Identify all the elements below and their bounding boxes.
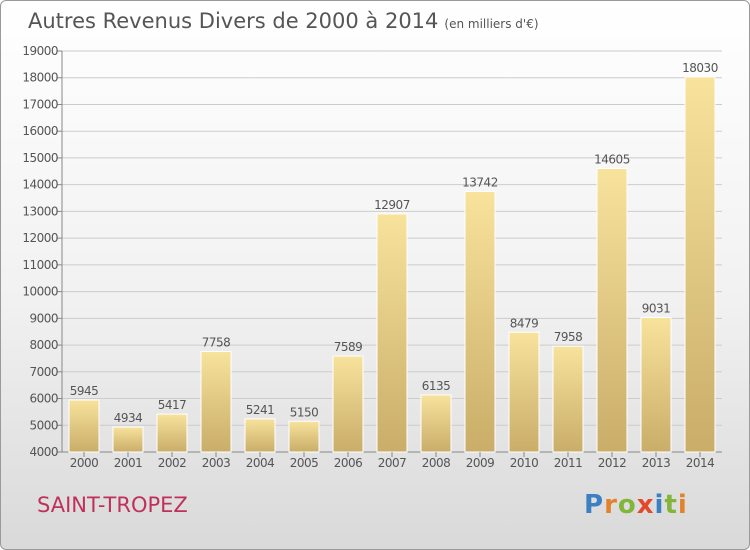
bar	[112, 426, 144, 453]
y-tick-label: 15000	[22, 151, 58, 165]
y-tick-label: 17000	[22, 97, 58, 111]
x-tick-label: 2011	[554, 456, 583, 470]
y-tick-label: 13000	[22, 204, 58, 218]
y-tick-label: 12000	[22, 231, 58, 245]
y-tick-label: 10000	[22, 285, 58, 299]
commune-name: SAINT-TROPEZ	[37, 493, 188, 517]
bar	[420, 394, 452, 453]
y-tick-label: 19000	[22, 44, 58, 58]
bar	[68, 399, 100, 453]
bar-value-label: 18030	[682, 61, 718, 75]
logo-letter: i	[654, 490, 665, 520]
y-tick-label: 7000	[29, 365, 58, 379]
x-tick-label: 2002	[158, 456, 187, 470]
bar	[332, 355, 364, 453]
y-tick-label: 6000	[29, 392, 58, 406]
logo-letter: P	[584, 490, 605, 520]
chart-title-unit: (en milliers d'€)	[444, 17, 539, 31]
proxiti-logo: Proxiti	[584, 490, 688, 520]
logo-letter: t	[664, 490, 678, 520]
bar	[684, 76, 716, 453]
x-tick-label: 2000	[70, 456, 99, 470]
bar-value-label: 5417	[158, 398, 187, 412]
logo-letter: x	[636, 490, 655, 520]
y-tick-label: 8000	[29, 338, 58, 352]
bar	[596, 167, 628, 453]
bar	[464, 191, 496, 453]
bar	[508, 331, 540, 453]
bar	[552, 345, 584, 453]
chart-title: Autres Revenus Divers de 2000 à 2014 (en …	[28, 9, 539, 33]
bar-value-label: 5945	[70, 384, 99, 398]
bar-value-label: 6135	[422, 379, 451, 393]
x-tick-label: 2013	[642, 456, 671, 470]
x-tick-label: 2008	[422, 456, 451, 470]
y-tick-label: 14000	[22, 178, 58, 192]
x-tick-label: 2009	[466, 456, 495, 470]
x-tick-label: 2003	[202, 456, 231, 470]
bar	[640, 317, 672, 453]
y-tick-label: 11000	[22, 258, 58, 272]
bar-value-label: 5241	[246, 403, 275, 417]
bar	[288, 420, 320, 453]
bar	[200, 351, 232, 453]
x-tick-label: 2007	[378, 456, 407, 470]
x-tick-label: 2004	[246, 456, 275, 470]
y-tick-label: 18000	[22, 71, 58, 85]
x-tick-label: 2006	[334, 456, 363, 470]
logo-letter: o	[617, 490, 637, 520]
logo-letter: i	[677, 490, 688, 520]
bar-value-label: 7958	[554, 330, 583, 344]
x-tick-label: 2012	[598, 456, 627, 470]
chart-title-main: Autres Revenus Divers de 2000 à 2014	[28, 9, 439, 33]
bar-value-label: 8479	[510, 316, 539, 330]
bar-value-label: 14605	[594, 152, 630, 166]
y-tick-label: 5000	[29, 418, 58, 432]
bar-value-label: 13742	[462, 176, 498, 190]
x-tick-label: 2014	[686, 456, 715, 470]
logo-letter: r	[604, 490, 618, 520]
x-tick-label: 2005	[290, 456, 319, 470]
bar-value-label: 7758	[202, 336, 231, 350]
y-tick-label: 16000	[22, 124, 58, 138]
x-tick-label: 2010	[510, 456, 539, 470]
bar-value-label: 5150	[290, 405, 319, 419]
bar	[156, 413, 188, 453]
bar-value-label: 12907	[374, 198, 410, 212]
y-tick-label: 4000	[29, 445, 58, 459]
bar-value-label: 9031	[642, 302, 671, 316]
y-tick-label: 9000	[29, 311, 58, 325]
bar	[376, 213, 408, 453]
bar	[244, 418, 276, 453]
bar-value-label: 7589	[334, 340, 363, 354]
bar-value-label: 4934	[114, 411, 143, 425]
x-tick-label: 2001	[114, 456, 143, 470]
